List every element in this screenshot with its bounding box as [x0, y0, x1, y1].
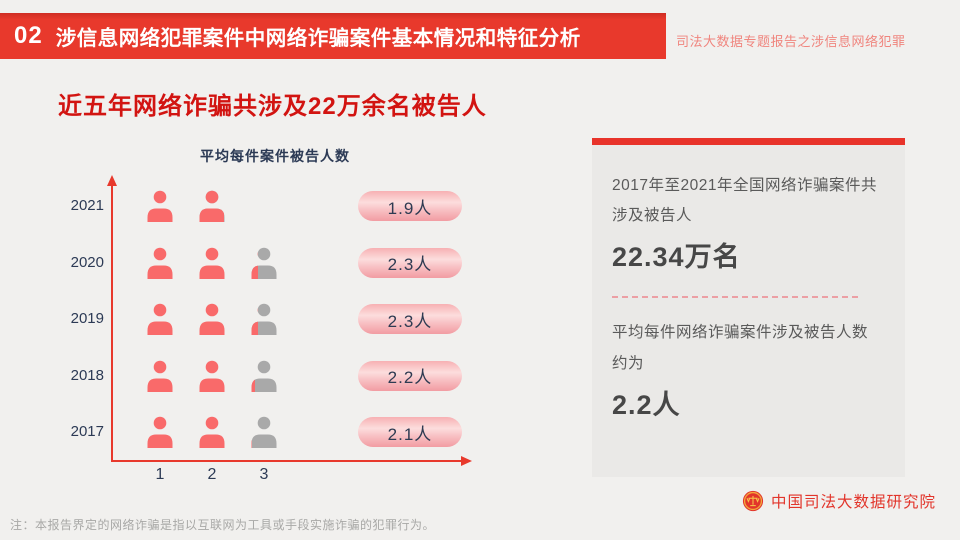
- person-icon: [251, 251, 258, 279]
- chart-title: 平均每件案件被告人数: [200, 148, 350, 164]
- person-icon: [147, 416, 173, 448]
- person-pictogram-full: [197, 360, 227, 392]
- chart-row: 2018 2.2人: [40, 348, 470, 404]
- section-number: 02: [14, 22, 43, 49]
- person-icon: [199, 190, 224, 222]
- chart-row: 2017 2.1人: [40, 404, 470, 460]
- report-watermark: 司法大数据专题报告之涉信息网络犯罪: [676, 34, 906, 49]
- person-icon: [147, 360, 173, 392]
- person-icon: [147, 303, 173, 335]
- x-axis-arrow-icon: [461, 456, 472, 466]
- header-banner: 02 涉信息网络犯罪案件中网络诈骗案件基本情况和特征分析: [0, 13, 666, 59]
- person-pictogram-full: [145, 303, 175, 335]
- y-axis: [111, 186, 113, 462]
- card-accent-bar: [592, 138, 905, 145]
- person-icon: [147, 190, 173, 222]
- year-label: 2018: [70, 366, 104, 384]
- person-icon: [147, 247, 173, 279]
- value-pill: 2.1人: [358, 417, 462, 447]
- person-pictogram-partial: [249, 303, 279, 335]
- chart-row: 2019 2.3人: [40, 291, 470, 347]
- person-icon: [251, 360, 277, 392]
- person-icon: [251, 308, 258, 335]
- person-pictogram-partial: [249, 360, 279, 392]
- page-title: 近五年网络诈骗共涉及22万余名被告人: [58, 93, 487, 120]
- org-badge: 中国司法大数据研究院: [742, 490, 936, 512]
- card-body: 2017年至2021年全国网络诈骗案件共涉及被告人 22.34万名 平均每件网络…: [592, 145, 905, 477]
- y-axis-arrow-icon: [107, 175, 117, 186]
- value-pill: 2.2人: [358, 360, 462, 391]
- person-icon: [199, 416, 225, 448]
- x-tick-label: 1: [155, 466, 165, 483]
- card-divider: [612, 296, 858, 299]
- person-pictogram-partial: [249, 247, 279, 279]
- year-label: 2019: [70, 310, 104, 327]
- person-icon: [199, 247, 225, 279]
- person-pictogram-full: [145, 360, 175, 392]
- org-name: 中国司法大数据研究院: [771, 494, 937, 511]
- x-tick-label: 3: [259, 466, 269, 483]
- chart-row: 2020 2.3人: [40, 235, 470, 291]
- card-value-average: 2.2人: [612, 389, 681, 420]
- person-icon: [199, 303, 225, 335]
- person-icon: [251, 439, 252, 448]
- person-pictogram-full: [197, 303, 227, 335]
- year-label: 2021: [70, 197, 104, 214]
- person-pictogram-partial: [197, 190, 227, 222]
- person-pictogram-full: [197, 416, 227, 448]
- person-icon: [199, 360, 225, 392]
- footnote: 注：本报告界定的网络诈骗是指以互联网为工具或手段实施诈骗的犯罪行为。: [10, 518, 436, 532]
- x-axis: [111, 460, 463, 462]
- value-pill: 1.9人: [358, 191, 462, 221]
- summary-card: 2017年至2021年全国网络诈骗案件共涉及被告人 22.34万名 平均每件网络…: [592, 138, 905, 477]
- person-icon: [251, 379, 255, 392]
- person-pictogram-partial: [249, 416, 279, 448]
- year-label: 2017: [70, 423, 104, 440]
- value-pill: 2.3人: [358, 247, 462, 278]
- person-pictogram-full: [145, 247, 175, 279]
- card-text-total: 2017年至2021年全国网络诈骗案件共涉及被告人: [612, 177, 877, 225]
- card-value-total: 22.34万名: [612, 242, 741, 273]
- person-pictogram-full: [197, 247, 227, 279]
- person-icon: [251, 416, 277, 448]
- year-label: 2020: [70, 253, 104, 271]
- person-pictogram-full: [145, 416, 175, 448]
- x-tick-label: 2: [207, 466, 217, 483]
- section-title: 涉信息网络犯罪案件中网络诈骗案件基本情况和特征分析: [55, 27, 581, 50]
- card-text-average: 平均每件网络诈骗案件涉及被告人数约为: [612, 324, 869, 372]
- court-emblem-icon: [742, 490, 764, 512]
- value-pill: 2.3人: [358, 304, 462, 334]
- chart-row: 2021 1.9人: [40, 178, 470, 234]
- person-pictogram-full: [145, 190, 175, 222]
